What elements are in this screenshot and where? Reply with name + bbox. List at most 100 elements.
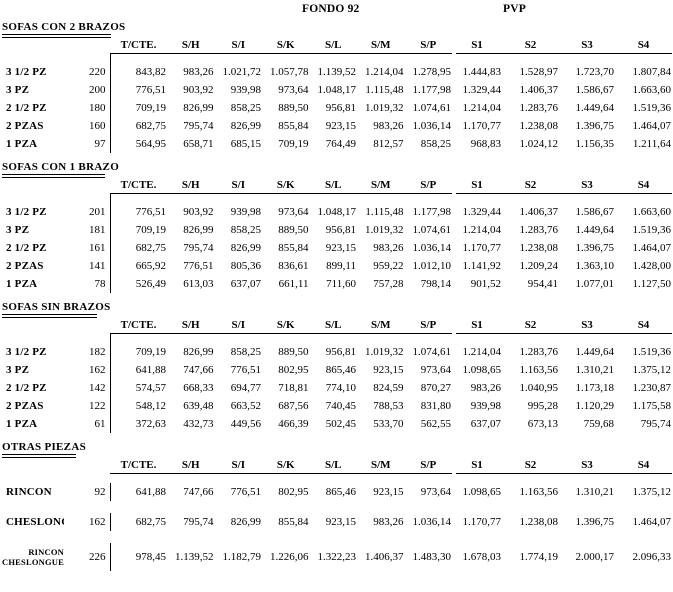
table-row: 2 PZAS 141 665,92 776,51 805,36 836,61 899,11 9…	[2, 257, 672, 275]
sections: SOFAS CON 2 BRAZOS T/CTE. S/H S/I S/K S/L S/M…	[0, 21, 673, 571]
price-cell: 901,52	[470, 278, 501, 290]
price-cell: 1.036,14	[412, 120, 452, 132]
row-size: 61	[94, 418, 106, 430]
row-size: 141	[89, 260, 106, 272]
header-rule-row	[2, 472, 672, 474]
price-cell: 1.141,92	[462, 260, 502, 272]
column-header: S/H	[181, 459, 200, 471]
row-label: 3 PZ	[6, 364, 30, 376]
table-row: 3 1/2 PZ 201 776,51 903,92 939,98 973,64 1.048…	[2, 203, 672, 221]
header-label-spacer	[2, 319, 64, 332]
price-cell: 1.156,35	[575, 138, 615, 150]
row-label: 2 1/2 PZ	[6, 382, 47, 394]
price-cell: 1.230,87	[632, 382, 672, 394]
price-cell: 1.209,24	[519, 260, 559, 272]
section-title-text: SOFAS SIN BRAZOS	[2, 301, 111, 313]
price-cell: 1.170,77	[462, 120, 502, 132]
row-size: 182	[89, 346, 106, 358]
pvp-group-rule	[456, 192, 672, 194]
price-cell: 1.163,56	[519, 364, 559, 376]
price-cell: 574,57	[109, 379, 167, 397]
price-cell: 709,19	[278, 138, 309, 150]
section: OTRAS PIEZAS T/CTE. S/H S/I S/K S/L S/M S/P S1 S…	[0, 441, 673, 571]
column-header: S4	[637, 39, 650, 51]
column-header: S3	[581, 459, 593, 471]
gap-vbar-cell	[109, 54, 672, 63]
price-cell: 759,68	[583, 418, 614, 430]
fondo-group-rule	[110, 472, 452, 474]
price-cell: 1.173,18	[575, 382, 615, 394]
price-cell: 1.310,21	[575, 486, 615, 498]
gap-spacer	[2, 334, 110, 343]
price-cell: 1.396,75	[575, 120, 615, 132]
price-cell: 1.663,60	[632, 206, 672, 218]
price-cell: 1.375,12	[632, 486, 672, 498]
gap-spacer	[2, 474, 110, 483]
price-cell: 432,73	[183, 418, 214, 430]
price-cell: 978,45	[109, 543, 167, 571]
price-cell: 658,71	[183, 138, 214, 150]
price-cell: 956,81	[325, 224, 356, 236]
price-cell: 776,51	[230, 486, 261, 498]
table-row: 2 1/2 PZ 142 574,57 668,33 694,77 718,81 774,1…	[2, 379, 672, 397]
price-cell: 1.175,58	[632, 400, 672, 412]
price-cell: 774,10	[325, 382, 356, 394]
price-cell: 641,88	[109, 483, 167, 501]
price-cell: 843,82	[109, 63, 167, 81]
price-cell: 805,36	[230, 260, 261, 272]
column-header: S/K	[276, 459, 295, 471]
price-cell: 502,45	[325, 418, 356, 430]
price-cell: 2.096,33	[632, 551, 672, 563]
price-cell: 1.048,17	[317, 206, 357, 218]
price-cell: 1.177,98	[412, 84, 452, 96]
row-label: 2 1/2 PZ	[6, 242, 47, 254]
price-cell: 1.098,65	[462, 364, 502, 376]
price-cell: 1.528,97	[519, 66, 559, 78]
column-header: S/M	[370, 39, 391, 51]
price-cell: 1.036,14	[412, 242, 452, 254]
price-cell: 1.024,12	[519, 138, 559, 150]
price-cell: 812,57	[373, 138, 404, 150]
price-cell: 1.586,67	[575, 206, 615, 218]
section-title-underline	[2, 314, 98, 318]
price-cell: 1.519,36	[632, 224, 672, 236]
price-cell: 956,81	[325, 102, 356, 114]
column-header: S/M	[370, 319, 391, 331]
column-header: S/P	[420, 319, 437, 331]
row-label: 2 PZAS	[6, 260, 44, 272]
table-body: 3 1/2 PZ 201 776,51 903,92 939,98 973,64 1.048…	[2, 203, 672, 293]
gap-vbar-cell	[110, 474, 672, 483]
price-cell: 983,26	[183, 66, 214, 78]
price-cell: 776,51	[230, 364, 261, 376]
column-header: S/I	[231, 459, 245, 471]
row-size: 142	[89, 382, 106, 394]
price-cell: 564,95	[109, 135, 167, 153]
price-cell: 1.226,06	[270, 551, 309, 563]
price-cell: 826,99	[183, 346, 214, 358]
table-row: RINCON 92 641,88 747,66 776,51 802,95 865,46 92…	[2, 483, 672, 501]
header-gap-row	[2, 474, 672, 483]
price-cell: 718,81	[278, 382, 309, 394]
price-cell: 983,26	[373, 242, 404, 254]
price-cell: 709,19	[109, 221, 167, 239]
price-cell: 709,19	[109, 99, 167, 117]
row-size: 97	[94, 138, 106, 150]
price-cell: 870,27	[420, 382, 451, 394]
price-cell: 2.000,17	[575, 551, 615, 563]
table-header: T/CTE. S/H S/I S/K S/L S/M S/P S1 S2 S3 S4	[2, 459, 672, 483]
column-header: S/P	[420, 179, 437, 191]
gap-vbar-cell	[109, 334, 672, 343]
price-cell: 1.396,75	[575, 516, 615, 528]
column-header: S/H	[181, 319, 200, 331]
price-cell: 903,92	[183, 84, 214, 96]
price-table: T/CTE. S/H S/I S/K S/L S/M S/P S1 S2 S3 S4 3 1/2 P…	[2, 179, 672, 293]
price-cell: 1.019,32	[365, 224, 404, 236]
price-cell: 1.663,60	[632, 84, 672, 96]
price-cell: 795,74	[183, 516, 214, 528]
column-header: T/CTE.	[120, 319, 157, 331]
price-cell: 1.057,78	[270, 66, 309, 78]
pvp-group-rule	[456, 332, 672, 334]
row-size: 220	[89, 66, 106, 78]
table-row: 1 PZA 78 526,49 613,03 637,07 661,11 711,60 757…	[2, 275, 672, 293]
